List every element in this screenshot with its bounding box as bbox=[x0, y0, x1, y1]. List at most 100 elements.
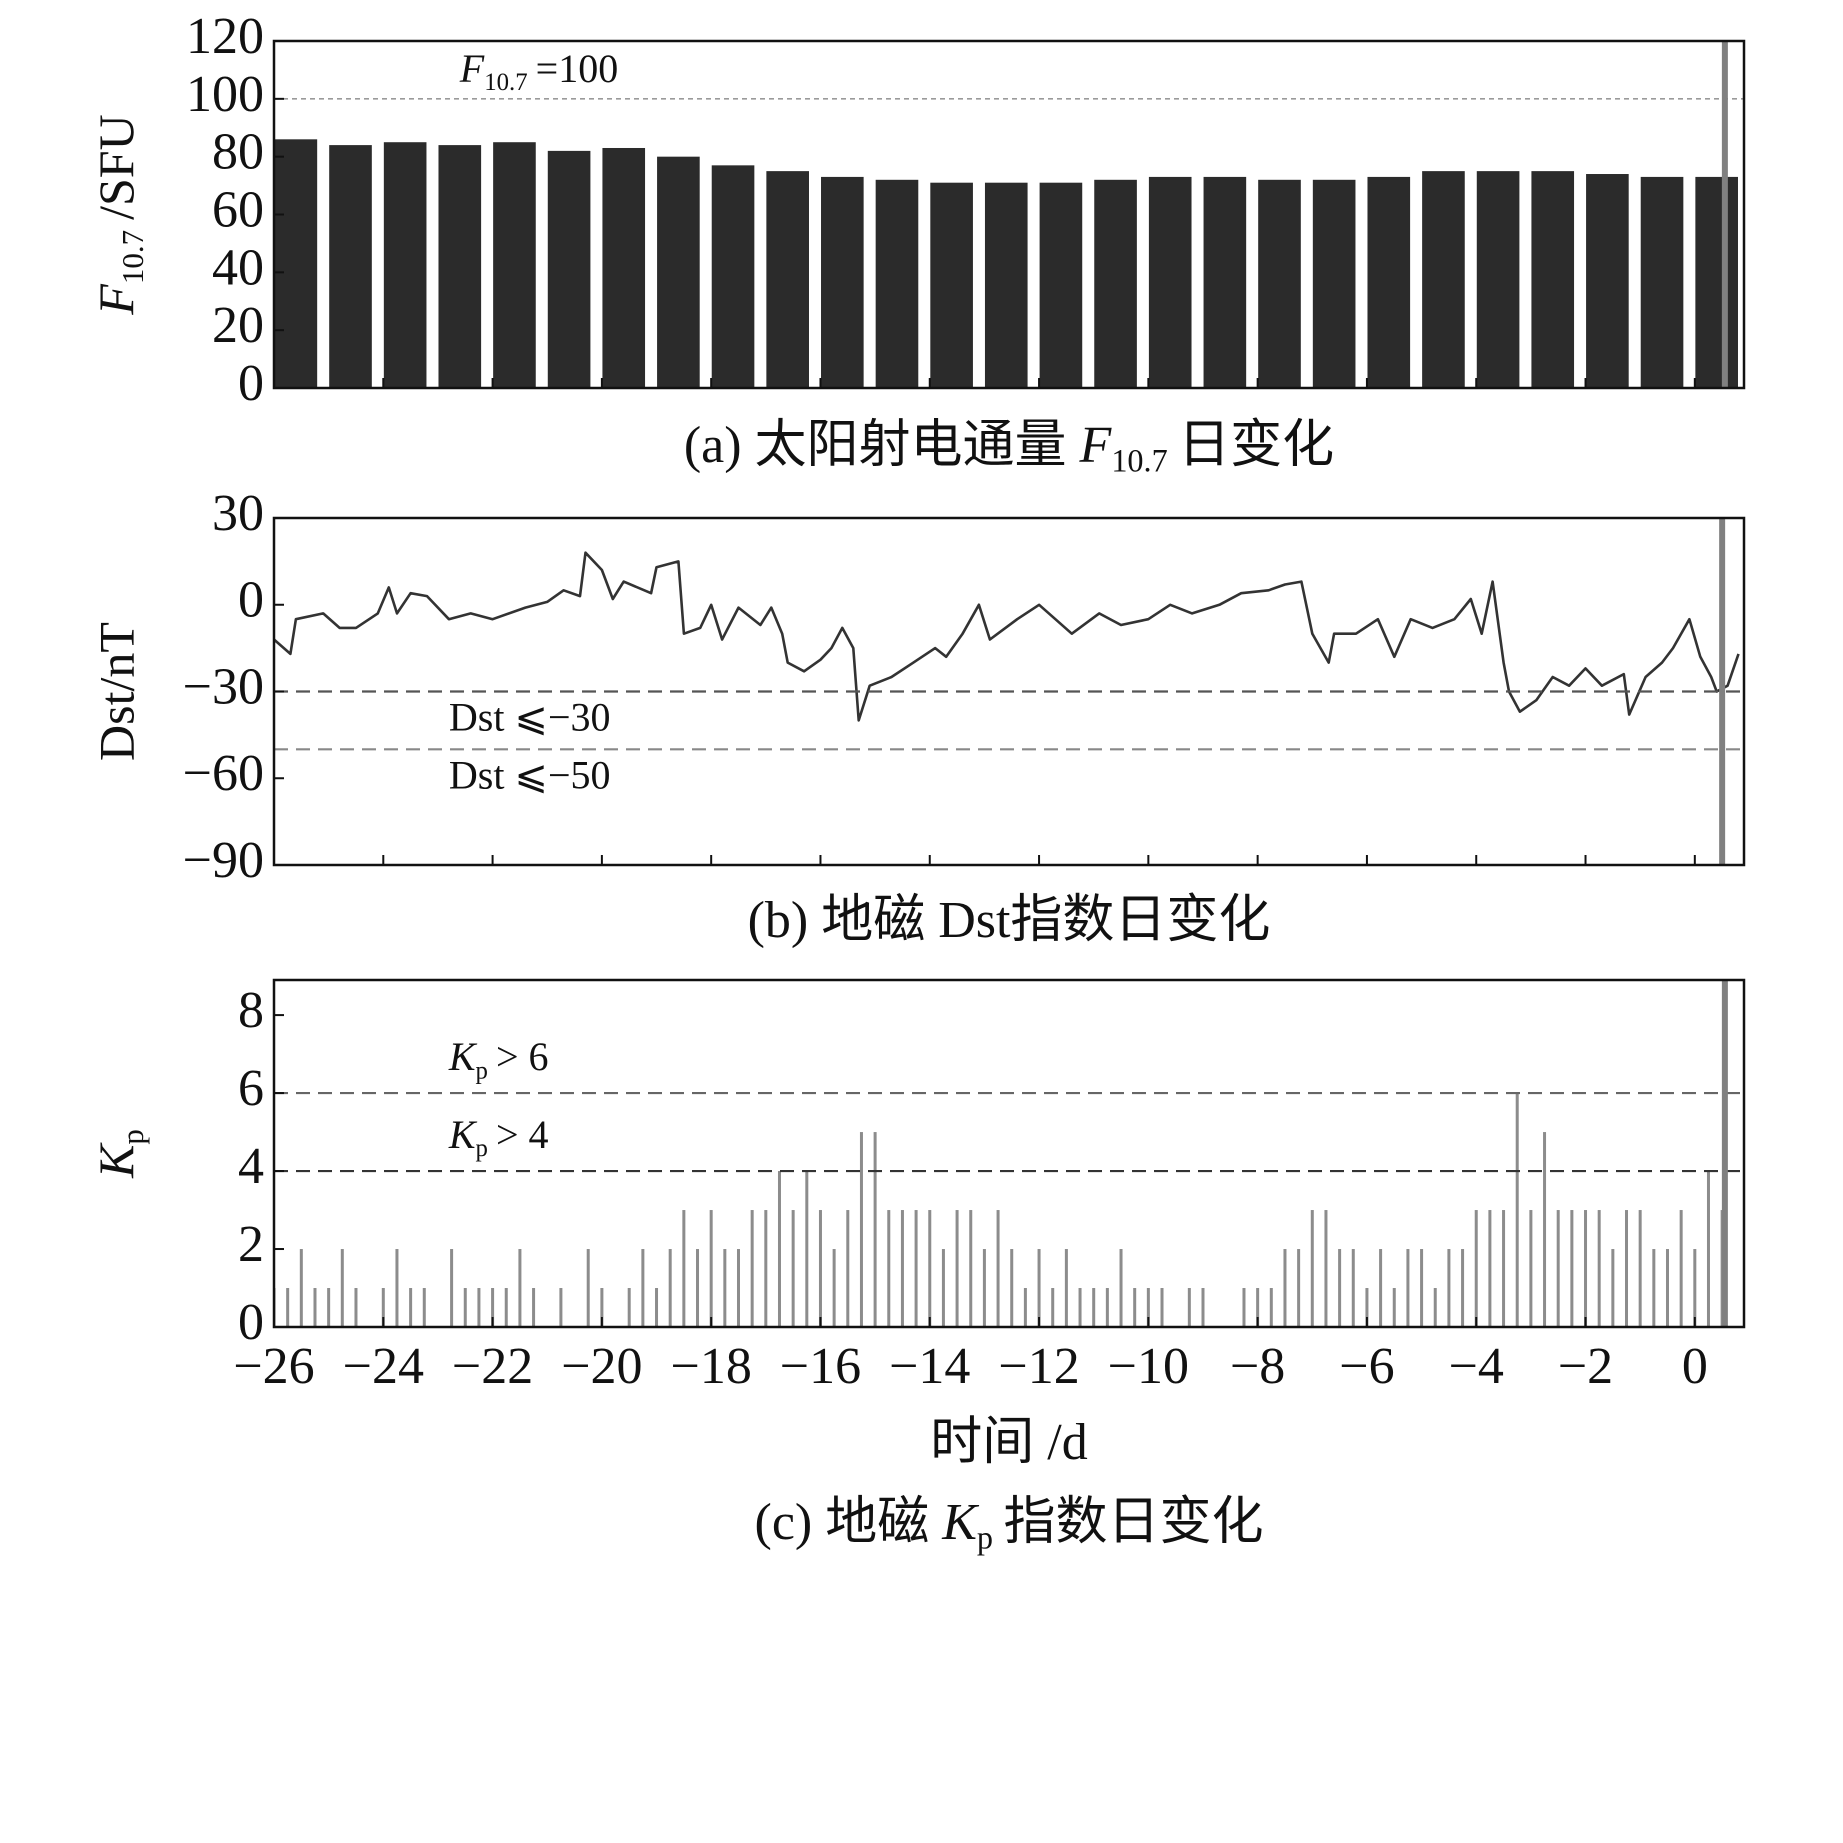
x-tick-label: −24 bbox=[343, 1338, 424, 1395]
x-tick-label: −10 bbox=[1108, 1338, 1189, 1395]
symbol: F bbox=[459, 46, 485, 91]
bar bbox=[1584, 1210, 1588, 1327]
bar bbox=[736, 1249, 741, 1327]
bar bbox=[1695, 176, 1738, 388]
bar bbox=[655, 1288, 659, 1327]
y-tick-label: 0 bbox=[238, 572, 264, 629]
x-tick-label: −8 bbox=[1230, 1338, 1285, 1395]
bar bbox=[1529, 1210, 1533, 1327]
y-tick-label: 0 bbox=[238, 355, 264, 412]
bar bbox=[1406, 1249, 1410, 1327]
bar bbox=[1037, 1249, 1041, 1327]
y-tick-label: 40 bbox=[212, 239, 264, 296]
plot-area bbox=[274, 1093, 1724, 1327]
bar bbox=[996, 1210, 1000, 1327]
bar bbox=[1665, 1249, 1669, 1327]
subscript: p bbox=[476, 1057, 488, 1084]
caption: (b) 地磁 Dst指数日变化 bbox=[748, 892, 1271, 949]
bar bbox=[1586, 174, 1629, 388]
panel: −90 −60 −30 0 30 bbox=[183, 485, 1746, 889]
bar bbox=[1133, 1288, 1137, 1327]
bar bbox=[657, 156, 700, 388]
y-tick-label: 2 bbox=[238, 1216, 264, 1273]
bar bbox=[928, 1210, 932, 1327]
bar bbox=[887, 1210, 891, 1327]
bar bbox=[438, 145, 482, 388]
bar bbox=[1502, 1210, 1506, 1327]
bar bbox=[955, 1210, 959, 1327]
x-tick-label: −2 bbox=[1558, 1338, 1613, 1395]
bar bbox=[832, 1249, 836, 1327]
bar bbox=[791, 1210, 795, 1327]
subscript: 10.7 bbox=[1111, 443, 1167, 479]
bar bbox=[381, 1288, 385, 1327]
y-axis-label: F10.7/SFU bbox=[88, 114, 150, 315]
after: /SFU bbox=[88, 114, 144, 220]
bar bbox=[873, 1132, 877, 1327]
symbol: F bbox=[88, 284, 144, 316]
bar bbox=[766, 171, 809, 388]
bar bbox=[1351, 1249, 1355, 1327]
bar bbox=[777, 1171, 781, 1327]
caption: (c) 地磁 Kp 指数日变化 bbox=[755, 1494, 1264, 1556]
subscript: 10.7 bbox=[115, 230, 150, 284]
y-tick-label: −90 bbox=[183, 832, 264, 889]
x-tick-label: −22 bbox=[452, 1338, 533, 1395]
bar bbox=[1638, 1210, 1642, 1327]
bar bbox=[1556, 1210, 1560, 1327]
bar bbox=[750, 1210, 754, 1327]
y-tick-label: 4 bbox=[238, 1138, 264, 1195]
after: =100 bbox=[536, 46, 619, 91]
bar bbox=[1543, 1132, 1547, 1327]
y-tick-label: 0 bbox=[238, 1294, 264, 1351]
bar bbox=[1706, 1171, 1710, 1327]
bar bbox=[547, 150, 591, 388]
bar bbox=[1392, 1288, 1396, 1327]
x-tick-label: −6 bbox=[1339, 1338, 1394, 1395]
bar bbox=[477, 1288, 481, 1327]
after: > 4 bbox=[496, 1112, 549, 1157]
y-tick-label: −30 bbox=[183, 658, 264, 715]
caption: (a) 太阳射电通量 F10.7 日变化 bbox=[684, 417, 1334, 479]
bar bbox=[450, 1249, 454, 1327]
x-tick-label: −20 bbox=[561, 1338, 642, 1395]
after: > 6 bbox=[496, 1034, 549, 1079]
bar bbox=[859, 1132, 863, 1327]
bar bbox=[354, 1288, 358, 1327]
after: 日变化 bbox=[1178, 417, 1334, 474]
bar bbox=[1187, 1288, 1191, 1327]
subscript: 10.7 bbox=[484, 69, 527, 96]
subscript: p bbox=[476, 1135, 488, 1162]
reference-label: Kp > 6 bbox=[448, 1034, 549, 1084]
bar bbox=[1611, 1249, 1615, 1327]
before: (a) 太阳射电通量 bbox=[684, 417, 1067, 474]
symbol: K bbox=[448, 1034, 478, 1079]
bar bbox=[1064, 1249, 1068, 1327]
bar bbox=[340, 1249, 344, 1327]
bar bbox=[1092, 1288, 1096, 1327]
bar bbox=[1652, 1249, 1656, 1327]
bar bbox=[627, 1288, 631, 1327]
x-tick-label: −12 bbox=[998, 1338, 1079, 1395]
x-tick-label: −18 bbox=[671, 1338, 752, 1395]
bar bbox=[1531, 171, 1575, 388]
bar bbox=[818, 1210, 822, 1327]
y-axis-label: Dst/nT bbox=[88, 622, 144, 761]
bar bbox=[941, 1249, 945, 1327]
bar bbox=[1433, 1288, 1437, 1327]
bar bbox=[1269, 1288, 1273, 1327]
subscript: p bbox=[115, 1129, 150, 1145]
bar bbox=[1146, 1288, 1150, 1327]
y-tick-label: 30 bbox=[212, 485, 264, 542]
bar bbox=[709, 1210, 713, 1327]
symbol: F bbox=[1079, 417, 1113, 474]
y-axis-label: Kp bbox=[88, 1129, 150, 1179]
bar bbox=[383, 142, 427, 388]
bar bbox=[764, 1210, 768, 1327]
bar bbox=[682, 1210, 686, 1327]
bar bbox=[1160, 1288, 1164, 1327]
bar bbox=[982, 1249, 986, 1327]
symbol: K bbox=[448, 1112, 478, 1157]
